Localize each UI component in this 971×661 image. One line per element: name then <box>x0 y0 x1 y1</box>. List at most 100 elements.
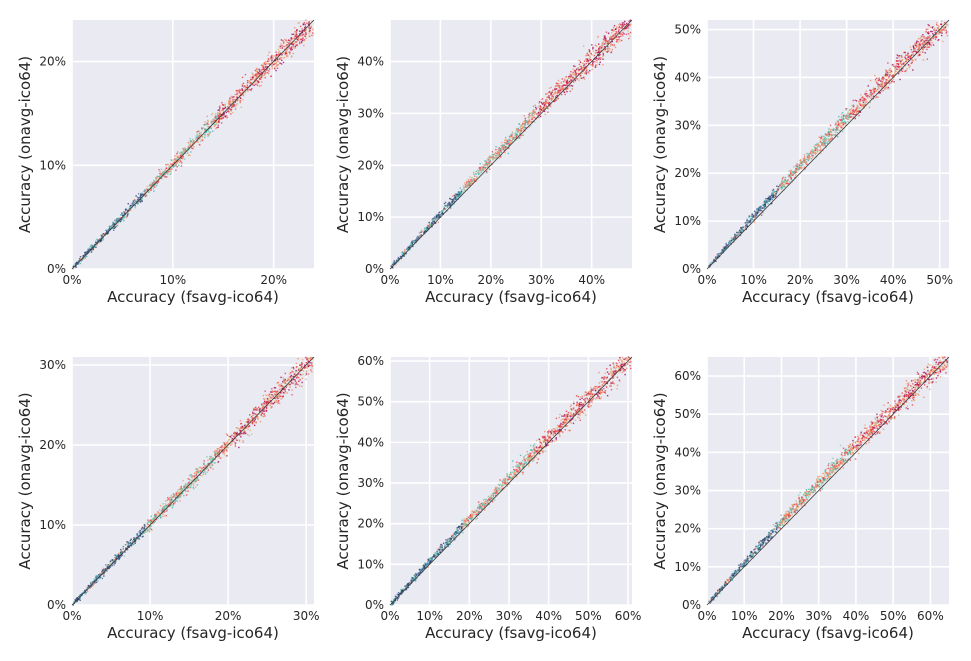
scatter-point <box>101 235 103 237</box>
scatter-point <box>160 168 163 171</box>
scatter-point <box>143 192 146 194</box>
scatter-point <box>918 47 920 49</box>
scatter-point <box>529 112 531 114</box>
scatter-point <box>783 184 785 186</box>
scatter-point <box>199 470 202 472</box>
scatter-point <box>169 504 172 506</box>
scatter-point <box>561 78 564 80</box>
scatter-point <box>278 395 281 398</box>
scatter-point <box>145 190 148 193</box>
scatter-point <box>782 183 784 186</box>
scatter-point <box>842 115 845 118</box>
scatter-point <box>751 215 753 218</box>
scatter-point <box>150 188 152 190</box>
scatter-point <box>604 43 607 45</box>
scatter-point <box>414 239 416 242</box>
scatter-point <box>814 153 817 156</box>
scatter-point <box>182 152 184 154</box>
scatter-point <box>231 434 233 437</box>
scatter-point <box>218 116 220 118</box>
scatter-point <box>776 190 778 192</box>
scatter-point <box>845 121 847 123</box>
scatter-point <box>568 85 570 87</box>
scatter-point <box>796 163 798 165</box>
scatter-point <box>278 60 280 63</box>
scatter-point <box>531 117 533 120</box>
scatter-point <box>479 168 482 170</box>
scatter-point <box>229 96 232 99</box>
scatter-point <box>798 163 801 165</box>
scatter-point <box>311 34 313 37</box>
scatter-point <box>595 51 598 54</box>
scatter-point <box>882 76 884 79</box>
scatter-point <box>161 172 164 174</box>
scatter-point <box>488 156 490 158</box>
scatter-point <box>533 121 536 123</box>
scatter-point <box>550 93 552 95</box>
scatter-point <box>235 438 237 440</box>
scatter-point <box>583 63 585 66</box>
scatter-point <box>138 200 140 203</box>
scatter-point <box>162 511 165 514</box>
scatter-point <box>486 160 488 162</box>
scatter-point <box>281 391 284 393</box>
scatter-point <box>284 378 286 381</box>
scatter-point <box>100 234 102 236</box>
scatter-point <box>308 32 310 35</box>
scatter-point <box>926 44 928 47</box>
scatter-point <box>217 124 219 126</box>
scatter-point <box>846 108 848 110</box>
y-tick-label: 20% <box>674 166 701 180</box>
scatter-point <box>932 33 934 35</box>
scatter-point <box>148 185 151 187</box>
scatter-point <box>303 367 306 369</box>
scatter-point <box>840 126 842 129</box>
scatter-point <box>926 43 929 45</box>
scatter-point <box>873 91 876 94</box>
scatter-point <box>468 185 471 187</box>
scatter-point <box>174 155 176 157</box>
scatter-point <box>102 237 104 239</box>
scatter-point <box>749 219 752 222</box>
scatter-point <box>303 39 306 42</box>
scatter-point <box>239 101 241 103</box>
scatter-point <box>739 234 742 237</box>
scatter-point <box>468 180 471 183</box>
scatter-point <box>530 112 533 115</box>
scatter-point <box>768 198 771 200</box>
scatter-point <box>624 20 626 23</box>
scatter-point <box>598 63 601 66</box>
scatter-point <box>483 168 485 170</box>
scatter-point <box>190 151 192 153</box>
scatter-point <box>865 95 868 97</box>
scatter-point <box>927 31 930 33</box>
scatter-point <box>132 540 134 543</box>
scatter-point <box>154 186 156 189</box>
scatter-point <box>257 75 259 77</box>
scatter-point <box>460 191 462 193</box>
scatter-point <box>885 84 887 87</box>
scatter-point <box>747 222 749 224</box>
scatter-point <box>869 101 871 104</box>
scatter-point <box>264 71 267 73</box>
scatter-point <box>904 65 906 67</box>
scatter-point <box>234 435 236 437</box>
scatter-point <box>192 486 194 489</box>
scatter-point <box>550 99 553 102</box>
scatter-point <box>873 88 875 90</box>
scatter-point <box>942 40 944 43</box>
scatter-point <box>484 166 487 169</box>
scatter-point <box>176 151 179 154</box>
scatter-point <box>169 165 171 167</box>
scatter-point <box>476 175 478 178</box>
scatter-point <box>165 170 167 172</box>
scatter-point <box>450 198 452 200</box>
scatter-point <box>241 76 244 79</box>
scatter-point <box>825 140 827 142</box>
scatter-point <box>920 43 923 45</box>
scatter-point <box>306 367 308 369</box>
scatter-point <box>152 522 154 525</box>
scatter-point <box>932 44 935 46</box>
scatter-point <box>756 212 759 215</box>
scatter-point <box>527 122 530 124</box>
